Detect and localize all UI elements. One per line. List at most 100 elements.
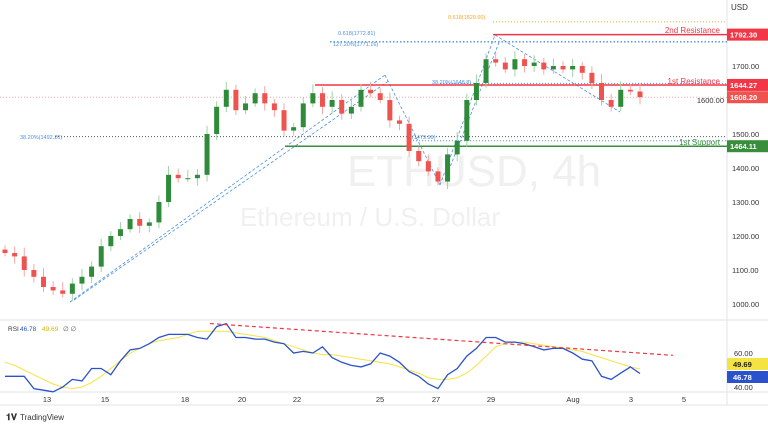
candle-body <box>291 127 297 131</box>
candle-body <box>329 100 335 107</box>
time-tick-label: 5 <box>682 395 686 404</box>
time-tick-label: 20 <box>238 395 246 404</box>
tradingview-logo-text: TradingView <box>19 413 65 422</box>
candle-body <box>146 222 152 226</box>
candle-body <box>608 100 614 107</box>
level-label: 2nd Resistance <box>665 26 721 35</box>
candle-body <box>271 103 277 111</box>
tradingview-logo-icon: 𝟏𝐕 <box>6 412 17 422</box>
symbol-watermark: ETHUSD, 4h <box>347 147 601 196</box>
time-tick-label: 18 <box>181 395 189 404</box>
candle-body <box>21 256 27 270</box>
level-label: 1st Support <box>679 138 721 147</box>
candle-body <box>300 103 306 128</box>
time-tick-label: 25 <box>376 395 384 404</box>
candle-body <box>589 72 595 83</box>
candle-body <box>435 171 441 182</box>
candle-body <box>541 62 547 70</box>
candle-body <box>214 106 220 134</box>
price-tick-label: 1100.00 <box>732 266 759 275</box>
candle-body <box>89 266 95 277</box>
price-tick-label: 1500.00 <box>732 130 759 139</box>
rsi-badge-value: 49.69 <box>733 360 752 369</box>
level-price-badge <box>727 140 768 153</box>
candle-body <box>233 89 239 111</box>
time-tick-label: 3 <box>629 395 633 404</box>
candle-body <box>281 110 287 131</box>
candle-body <box>50 287 56 291</box>
candle-body <box>127 219 133 230</box>
candle-body <box>627 89 633 92</box>
candle-body <box>560 66 566 70</box>
price-tick-label: 1700.00 <box>732 62 759 71</box>
rsi-value-label: 46.78 <box>20 326 37 333</box>
price-tick-label: 1300.00 <box>732 198 759 207</box>
candle-body <box>493 59 499 63</box>
level-price-value: 1792.30 <box>730 31 757 40</box>
fib-label: 0.618(1829.60) <box>448 15 485 21</box>
rsi-ma-value-label: 49.69 <box>42 326 59 333</box>
candle-body <box>31 270 37 277</box>
time-tick-label: Aug <box>566 395 579 404</box>
fib-trend-line <box>73 79 391 301</box>
candle-body <box>117 229 123 236</box>
level-price-badge <box>727 28 768 41</box>
rsi-ma-line <box>4 330 641 390</box>
candle-body <box>262 93 268 104</box>
candle-body <box>512 59 518 70</box>
rsi-line <box>5 322 641 393</box>
rsi-extra-label: ∅ ∅ <box>63 326 76 333</box>
level-label: 1st Resistance <box>668 77 721 86</box>
candle-body <box>358 89 364 107</box>
rsi-value-badge <box>727 358 768 370</box>
candle-body <box>579 66 585 73</box>
candle-body <box>473 83 479 100</box>
candle-body <box>502 62 508 70</box>
candle-body <box>454 140 460 155</box>
candle-body <box>618 89 624 107</box>
time-tick-label: 15 <box>101 395 109 404</box>
candle-body <box>310 93 316 104</box>
time-tick-label: 29 <box>487 395 495 404</box>
candle-body <box>550 66 556 70</box>
candle-body <box>368 89 374 94</box>
candle-body <box>166 174 172 202</box>
candle-body <box>464 100 470 141</box>
candle-body <box>204 134 210 175</box>
fib-label: 38.20%(1492.20) <box>20 135 62 141</box>
candle-body <box>522 59 528 66</box>
price-tick-label: 1000.00 <box>732 300 759 309</box>
fib-label: 0.618(1772.81) <box>338 31 375 37</box>
candle-body <box>69 283 75 294</box>
candle-body <box>175 174 181 179</box>
candle-body <box>483 59 489 83</box>
symbol-description-watermark: Ethereum / U.S. Dollar <box>240 202 500 232</box>
fib-label: (1479.99) <box>412 135 436 141</box>
candle-body <box>243 103 249 111</box>
price-tick-label: 1400.00 <box>732 164 759 173</box>
candle-body <box>2 249 8 253</box>
price-tick-label: 1600.00 <box>697 96 724 105</box>
candle-body <box>416 151 422 162</box>
rsi-trendline <box>209 322 674 356</box>
candle-body <box>185 178 191 180</box>
candle-body <box>79 276 85 284</box>
candle-body <box>406 123 412 151</box>
candle-body <box>223 89 229 107</box>
candle-body <box>637 91 643 98</box>
candle-body <box>252 93 258 104</box>
tradingview-logo[interactable]: 𝟏𝐕 TradingView <box>6 412 64 423</box>
candle-body <box>320 93 325 107</box>
rsi-tick-label: 60.00 <box>734 349 753 358</box>
rsi-value-badge <box>727 371 768 383</box>
last-price-badge <box>727 91 768 104</box>
candle-body <box>531 62 537 66</box>
candle-body <box>194 174 200 179</box>
level-price-badge <box>727 78 768 91</box>
price-tick-label: 1200.00 <box>732 232 759 241</box>
time-tick-label: 13 <box>43 395 51 404</box>
candle-body <box>396 120 402 124</box>
fib-trend-line <box>69 74 386 303</box>
